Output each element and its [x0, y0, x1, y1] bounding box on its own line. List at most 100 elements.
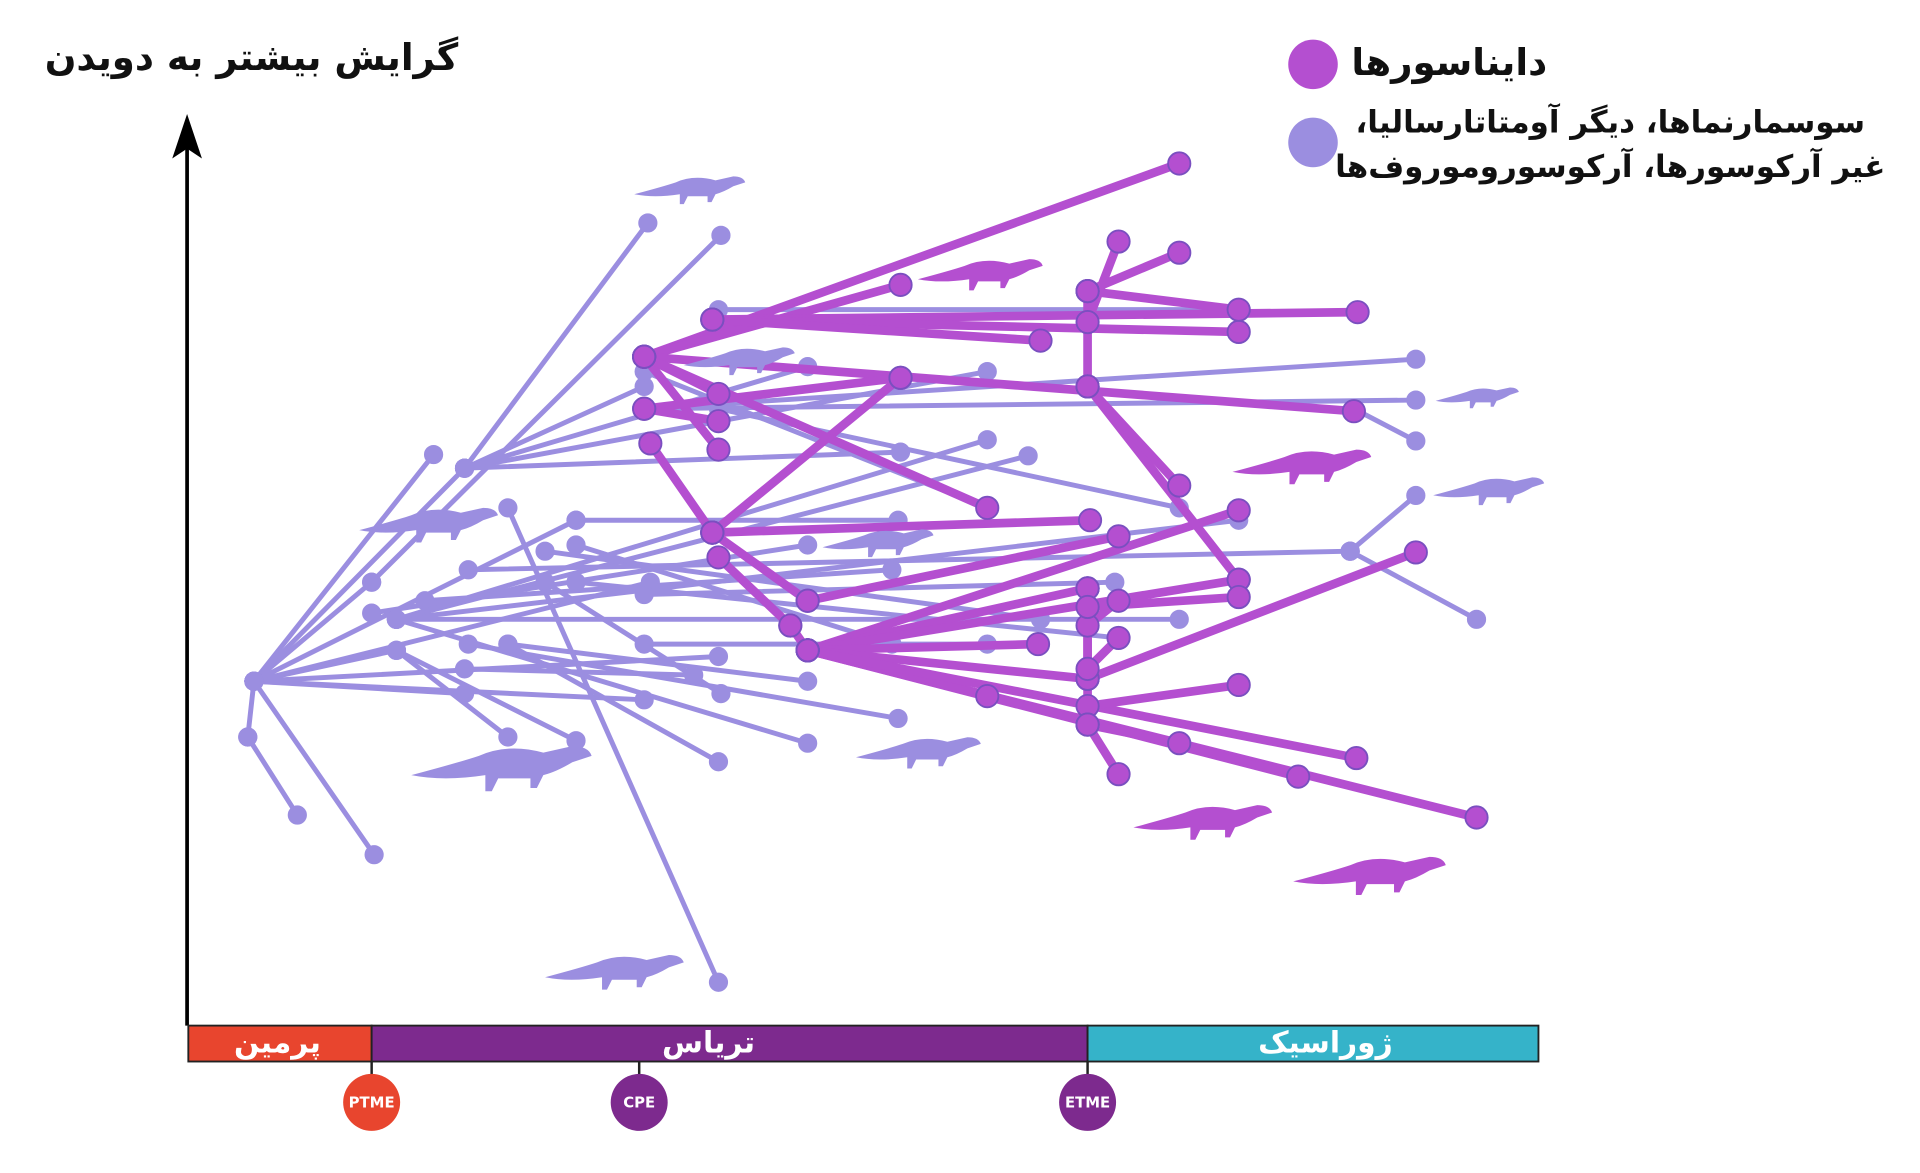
- node: [706, 409, 731, 434]
- edge: [707, 315, 1045, 345]
- node: [711, 684, 731, 704]
- node: [1466, 609, 1487, 629]
- node: [778, 613, 803, 638]
- y-axis-arrow: [172, 113, 202, 159]
- node: [706, 545, 731, 570]
- edge: [251, 678, 377, 858]
- period-label: تریاس: [662, 1026, 755, 1061]
- event-marker: [343, 1073, 401, 1131]
- node: [1105, 572, 1125, 592]
- edge: [1083, 720, 1184, 748]
- edge: [639, 404, 723, 426]
- node: [498, 634, 518, 654]
- edge: [646, 439, 717, 537]
- node: [795, 588, 820, 613]
- silhouette: [1435, 387, 1519, 409]
- silhouette: [359, 507, 498, 543]
- node: [1075, 656, 1100, 681]
- edge: [803, 639, 1043, 655]
- node: [1406, 485, 1426, 506]
- edge: [251, 452, 437, 684]
- node: [1340, 541, 1360, 561]
- edge: [707, 515, 1095, 537]
- node: [1341, 399, 1366, 424]
- node: [498, 498, 518, 518]
- node: [798, 733, 818, 753]
- node: [1075, 309, 1100, 335]
- node: [1226, 319, 1251, 345]
- silhouette: [1133, 805, 1273, 840]
- silhouette: [1293, 856, 1446, 896]
- node: [1075, 712, 1100, 737]
- node: [888, 365, 913, 390]
- edge: [251, 517, 579, 684]
- node: [795, 638, 820, 663]
- node: [1167, 731, 1192, 756]
- edge: [245, 734, 300, 818]
- event-label: PTME: [349, 1094, 395, 1112]
- edge: [639, 352, 992, 513]
- node: [1167, 151, 1192, 176]
- node: [798, 535, 818, 555]
- edge: [1083, 382, 1184, 490]
- node: [706, 381, 731, 406]
- silhouette: [917, 259, 1043, 291]
- node: [977, 361, 997, 382]
- edge: [714, 553, 795, 630]
- edge: [465, 641, 901, 721]
- period-bar: [187, 1024, 373, 1063]
- node: [890, 442, 911, 462]
- silhouette: [411, 746, 592, 792]
- y-axis-label: گرایش بیشتر به دویدن: [45, 36, 459, 79]
- silhouette: [822, 529, 934, 558]
- node: [362, 572, 382, 592]
- node: [1025, 632, 1051, 657]
- node: [708, 752, 729, 772]
- node: [1075, 279, 1100, 304]
- edge: [639, 373, 905, 414]
- node: [535, 572, 555, 592]
- edge: [803, 505, 1244, 655]
- silhouette: [634, 176, 746, 205]
- silhouette: [545, 954, 684, 990]
- edge: [1347, 548, 1479, 622]
- edge: [251, 579, 375, 684]
- edge: [1083, 286, 1244, 314]
- node: [1018, 446, 1038, 466]
- silhouettes: [359, 176, 1545, 990]
- edge: [505, 641, 811, 684]
- node: [287, 805, 307, 825]
- node: [700, 307, 725, 332]
- edge: [465, 548, 1353, 573]
- legend-label: سوسمارنماها، دیگر آومتاتارسالیا،: [1355, 102, 1865, 140]
- node: [535, 541, 555, 561]
- node: [700, 520, 725, 545]
- edge: [369, 542, 811, 616]
- node: [711, 225, 731, 245]
- edge: [803, 645, 1303, 781]
- event-label: CPE: [623, 1094, 655, 1112]
- node: [975, 684, 1000, 709]
- edge: [462, 449, 904, 471]
- node: [888, 708, 908, 729]
- period-label: ژوراسیک: [1258, 1026, 1393, 1061]
- node: [1167, 240, 1192, 265]
- node: [1106, 229, 1131, 254]
- node: [454, 659, 475, 679]
- node: [566, 535, 586, 555]
- edge: [462, 666, 697, 678]
- node: [1167, 473, 1192, 498]
- node: [1464, 805, 1489, 830]
- node: [1077, 508, 1103, 533]
- silhouette: [855, 737, 981, 769]
- node: [708, 646, 729, 667]
- edge: [251, 465, 468, 684]
- node: [882, 560, 902, 580]
- node: [1028, 328, 1053, 353]
- node: [632, 396, 657, 421]
- node: [458, 560, 478, 580]
- node: [634, 584, 654, 605]
- node: [1226, 297, 1251, 322]
